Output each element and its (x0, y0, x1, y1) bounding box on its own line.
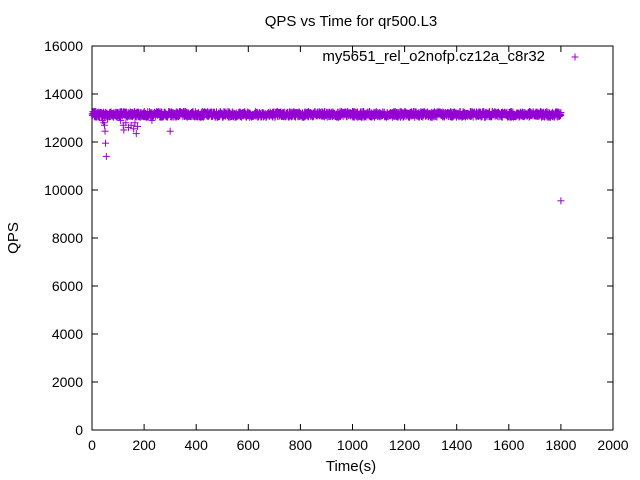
data-point-outlier (130, 125, 138, 133)
data-point-outlier (102, 139, 110, 147)
data-point (557, 109, 565, 117)
data-point-outlier (127, 121, 135, 129)
y-tick-label: 0 (75, 422, 83, 438)
data-point-outlier (120, 126, 128, 134)
data-points (88, 108, 565, 205)
x-tick-label: 1400 (441, 437, 472, 453)
y-tick-label: 4000 (52, 326, 83, 342)
legend-label: my5651_rel_o2nofp.cz12a_c8r32 (322, 48, 545, 65)
y-axis-ticks: 0 2000 4000 6000 8000 10000 12000 14000 16000 (44, 38, 613, 438)
y-tick-label: 8000 (52, 230, 83, 246)
x-axis-ticks: 0 200 400 600 800 1000 1200 1400 1600 1800 2000 (88, 46, 629, 453)
x-tick-label: 1200 (389, 437, 420, 453)
y-tick-label: 16000 (44, 38, 83, 54)
x-tick-label: 600 (237, 437, 261, 453)
data-point-outlier (102, 152, 110, 160)
data-point-outlier (134, 122, 142, 130)
data-point-outlier (148, 116, 156, 124)
y-tick-label: 14000 (44, 86, 83, 102)
plot-frame (91, 45, 614, 431)
data-point-outlier (101, 121, 109, 129)
x-tick-label: 0 (88, 437, 96, 453)
y-tick-label: 12000 (44, 134, 83, 150)
data-point-outlier (104, 115, 112, 123)
y-axis-label: QPS (5, 222, 22, 254)
y-tick-label: 6000 (52, 278, 83, 294)
x-tick-label: 800 (289, 437, 313, 453)
data-point-outlier (101, 127, 109, 135)
x-tick-label: 400 (185, 437, 209, 453)
x-tick-label: 200 (132, 437, 156, 453)
data-point-outlier (131, 119, 139, 127)
data-point-outlier (132, 130, 140, 138)
x-tick-label: 1600 (493, 437, 524, 453)
data-point-outlier (166, 127, 174, 135)
x-tick-label: 1000 (337, 437, 368, 453)
plot-border (91, 45, 614, 431)
x-axis-label: Time(s) (326, 458, 376, 475)
legend-marker (571, 53, 579, 61)
y-tick-label: 10000 (44, 182, 83, 198)
x-tick-label: 2000 (597, 437, 628, 453)
x-tick-label: 1800 (545, 437, 576, 453)
data-point-outlier (557, 197, 565, 205)
chart-title: QPS vs Time for qr500.L3 (265, 13, 438, 30)
data-point-outlier (117, 116, 125, 124)
y-tick-label: 2000 (52, 374, 83, 390)
data-point-outlier (122, 119, 130, 127)
